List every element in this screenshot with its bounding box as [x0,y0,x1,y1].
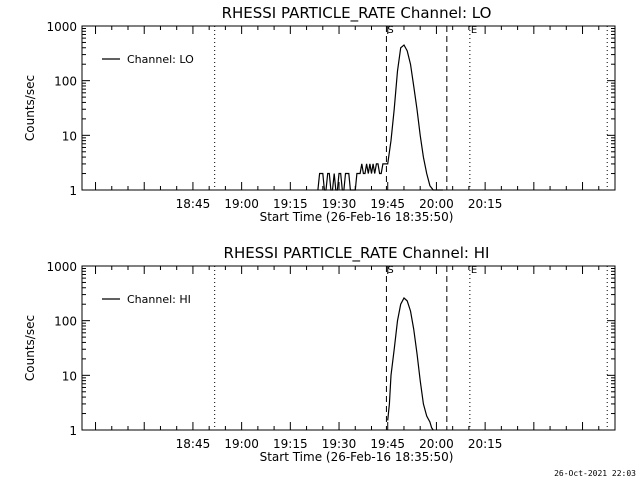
y-tick-label: 100 [54,75,77,89]
plot-frame [81,25,616,191]
x-tick-label: 20:15 [468,197,503,211]
x-tick-label: 19:30 [322,197,357,211]
event-marker-label: E [471,25,477,36]
x-axis-label: Start Time (26-Feb-16 18:35:50) [260,450,454,464]
series-line [317,44,443,191]
y-axis-label: Counts/sec [23,75,37,141]
x-tick-label: 19:45 [370,437,405,451]
x-axis-label: Start Time (26-Feb-16 18:35:50) [260,210,454,224]
x-tick-label: 20:15 [468,437,503,451]
y-tick-label: 1000 [46,20,77,34]
x-tick-label: 19:00 [224,437,259,451]
series-line [387,297,434,431]
legend-label: Channel: HI [127,293,191,306]
y-tick-label: 10 [62,129,77,143]
x-tick-label: 19:00 [224,197,259,211]
chart-panel-1: RHESSI PARTICLE_RATE Channel: LO 18:45 19:… [23,4,616,224]
x-tick-label: 20:00 [419,197,454,211]
y-tick-label: 1 [69,184,77,198]
y-axis-label: Counts/sec [23,315,37,381]
chart-panel-2: RHESSI PARTICLE_RATE Channel: HI 18:45 19:… [23,244,616,464]
y-tick-label: 1000 [46,260,77,274]
plot-frame [81,265,616,431]
y-tick-label: 100 [54,315,77,329]
chart-title: RHESSI PARTICLE_RATE Channel: HI [224,244,490,263]
chart-title: RHESSI PARTICLE_RATE Channel: LO [222,4,492,23]
x-tick-label: 18:45 [176,437,211,451]
x-tick-label: 19:45 [370,197,405,211]
y-tick-label: 10 [62,369,77,383]
x-tick-label: 19:15 [273,437,308,451]
generation-timestamp: 26-Oct-2021 22:03 [554,469,636,478]
x-tick-label: 19:15 [273,197,308,211]
event-marker-label: S [387,25,393,36]
event-marker-label: S [387,265,393,276]
event-marker-label: E [471,265,477,276]
y-tick-label: 1 [69,424,77,438]
x-tick-label: 18:45 [176,197,211,211]
x-tick-label: 20:00 [419,437,454,451]
legend-label: Channel: LO [127,53,194,66]
x-tick-label: 19:30 [322,437,357,451]
